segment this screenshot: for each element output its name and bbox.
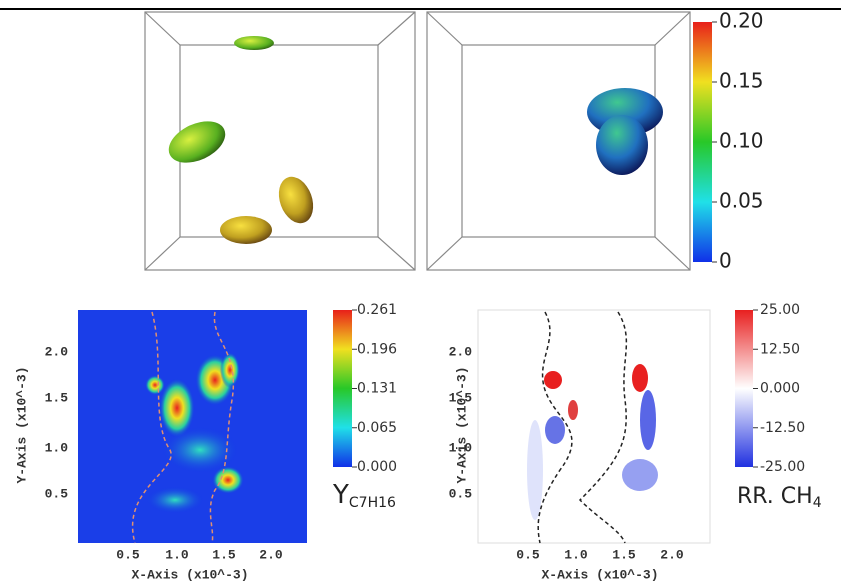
colorbar-tick-label: 0.131 [357, 381, 397, 397]
x-tick-label: 0.5 [516, 547, 540, 562]
x-tick-label: 0.5 [116, 547, 140, 562]
x-tick-label: 1.0 [165, 547, 189, 562]
y-tick-label: 0.5 [449, 486, 473, 501]
colorbar-tick-label: 0.000 [357, 459, 397, 475]
colorbar-tick-label: 0.20 [719, 9, 764, 33]
y-tick-label: 1.0 [449, 440, 473, 455]
x-tick-label: 2.0 [660, 547, 684, 562]
colorbar-tick-label: 0.10 [719, 129, 764, 153]
colorbar-tick-label: 0.15 [719, 69, 764, 93]
box-right [427, 12, 690, 270]
y-axis-label: Y-Axis (x10^-3) [14, 366, 29, 483]
colorbar-tick-label: 0.065 [357, 420, 397, 436]
colorbar-tick-label: 12.50 [760, 341, 800, 357]
colorbar-top-ticks: 0.20 0.15 0.10 0.05 0 [712, 9, 764, 273]
y-tick-label: 1.5 [45, 390, 69, 405]
colorbar-top [693, 22, 712, 262]
x-axis-label: X-Axis (x10^-3) [541, 567, 658, 582]
label-sub: 4 [813, 495, 822, 511]
x-axis-label: X-Axis (x10^-3) [131, 567, 248, 582]
y-tick-label: 1.5 [449, 390, 473, 405]
x-tick-label: 2.0 [259, 547, 283, 562]
y-tick-label: 1.0 [45, 440, 69, 455]
colorbar-right-label: RR. CH4 [737, 484, 822, 511]
colorbar-tick-label: -25.00 [760, 459, 805, 475]
isosurface-right [587, 88, 663, 175]
label-sub: C7H16 [349, 495, 396, 511]
x-tick-label: 1.5 [612, 547, 636, 562]
label-main: RR. CH [737, 484, 813, 509]
colorbar-left-label: YC7H16 [332, 480, 396, 512]
colorbar-tick-label: -12.50 [760, 420, 805, 436]
label-main: Y [332, 480, 349, 510]
colorbar-left [333, 310, 352, 467]
colorbar-tick-label: 25.00 [760, 302, 800, 318]
colorbar-tick-label: 0.05 [719, 189, 764, 213]
y-tick-label: 0.5 [45, 486, 69, 501]
x-tick-label: 1.0 [564, 547, 588, 562]
colorbar-right [735, 310, 753, 467]
y-tick-label: 2.0 [45, 344, 69, 359]
x-tick-label: 1.5 [212, 547, 236, 562]
field-right [478, 310, 710, 543]
y-axis-label: Y-Axis (x10^-3) [454, 366, 469, 483]
colorbar-tick-label: 0.196 [357, 341, 397, 357]
colorbar-right-ticks: 25.00 12.50 0.000 -12.50 -25.00 [753, 302, 805, 475]
colorbar-left-ticks: 0.261 0.196 0.131 0.065 0.000 [352, 302, 397, 475]
colorbar-tick-label: 0 [719, 249, 732, 273]
y-tick-label: 2.0 [449, 344, 473, 359]
colorbar-tick-label: 0.000 [760, 381, 800, 397]
colorbar-tick-label: 0.261 [357, 302, 397, 318]
figure: 0.200.150.100.050 0.2610.1960.1310.0650.… [0, 0, 841, 586]
isosurfaces-left [162, 36, 319, 244]
